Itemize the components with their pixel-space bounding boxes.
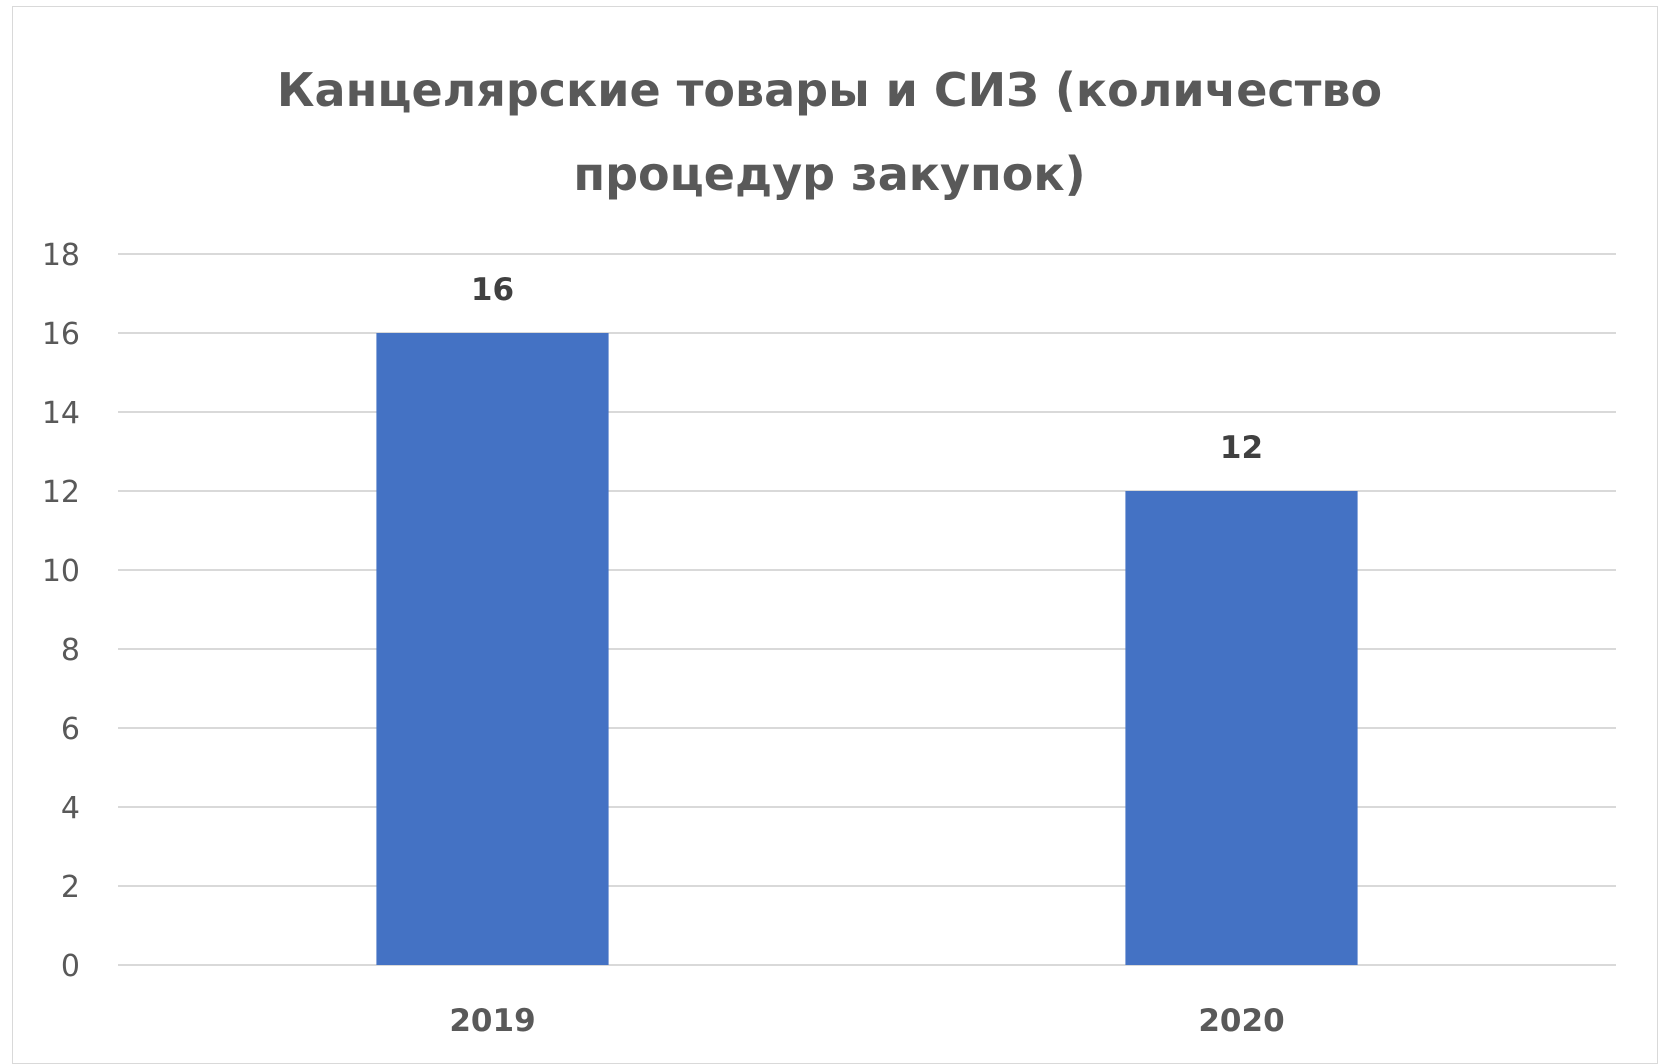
y-axis-ticks: 0 2 4 6 8 10 12 14 16 18: [42, 238, 80, 984]
chart-title: Канцелярские товары и СИЗ (количество пр…: [276, 63, 1383, 201]
chart-frame: [12, 6, 1658, 1064]
y-tick-label: 10: [42, 554, 80, 589]
bar-2019: [376, 333, 609, 965]
bars: [376, 333, 1358, 965]
y-tick-label: 8: [61, 633, 80, 668]
y-tick-label: 0: [61, 949, 80, 984]
y-tick-label: 14: [42, 396, 80, 431]
data-label-2020: 12: [1220, 430, 1263, 466]
y-tick-label: 6: [61, 712, 80, 747]
data-label-2019: 16: [471, 272, 514, 308]
x-category-label: 2020: [1198, 1003, 1284, 1039]
y-tick-label: 16: [42, 317, 80, 352]
y-tick-label: 2: [61, 870, 80, 905]
gridlines: [118, 253, 1616, 966]
x-axis-categories: 2019 2020: [449, 1003, 1284, 1039]
y-tick-label: 18: [42, 238, 80, 273]
y-tick-label: 12: [42, 475, 80, 510]
y-tick-label: 4: [61, 791, 80, 826]
bar-2020: [1125, 491, 1358, 965]
x-category-label: 2019: [449, 1003, 535, 1039]
